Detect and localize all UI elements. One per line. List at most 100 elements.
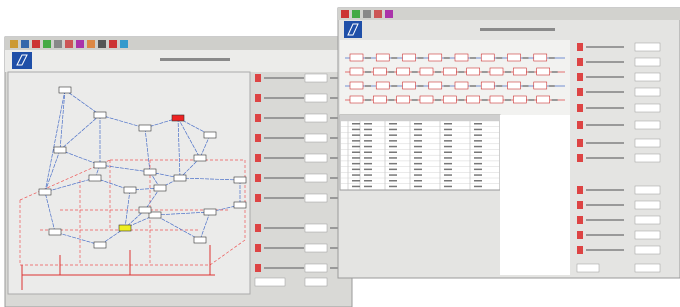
row-text-blur [264,197,304,199]
blank-area [500,115,570,275]
row-text-blur [586,189,624,191]
diagram-canvas [8,72,250,294]
toolbar-icon [32,40,40,48]
cell-text-blur [444,152,452,154]
node [234,202,246,208]
bottom-field [635,264,660,272]
row-text-blur [586,157,624,159]
row-icon [255,244,261,252]
row-text-blur [264,227,304,229]
flow-box [508,54,521,61]
node [39,189,51,195]
cell-text-blur [414,180,422,182]
row-field [305,224,327,232]
row-field [635,201,660,209]
node [89,175,101,181]
row-icon [255,194,261,202]
flow-label-blur [365,71,371,73]
flow-label-blur [418,57,424,59]
flow-label-blur [388,71,394,73]
cell-text-blur [389,180,397,182]
flow-label-blur [528,99,534,101]
cell-text-blur [352,169,360,171]
row-unit-blur [330,157,338,159]
cell-text-blur [364,163,372,165]
row-field [635,43,660,51]
cell-text-blur [444,174,452,176]
cell-text-blur [389,174,397,176]
node [54,147,66,153]
flow-label-blur [528,71,534,73]
flow-box [537,68,550,75]
row-field [635,186,660,194]
header-text-blur [160,58,230,61]
row-field [305,154,327,162]
cell-text-blur [364,140,372,142]
page: (() => { const NS='http://www.w3.org/200… [0,0,680,307]
row-text-blur [264,97,304,99]
flow-label-blur [388,99,394,101]
cell-text-blur [444,169,452,171]
flow-label-blur [523,57,529,59]
flow-box [350,54,363,61]
row-field [635,231,660,239]
row-icon [255,174,261,182]
flow-box [397,68,410,75]
toolbar-icon [65,40,73,48]
flow-label-blur [552,99,558,101]
node [204,132,216,138]
cell-text-blur [364,134,372,136]
cell-text-blur [444,140,452,142]
cell-text-blur [364,157,372,159]
cell-text-blur [352,129,360,131]
cell-text-blur [474,163,482,165]
row-icon [255,94,261,102]
left-window [5,37,352,307]
row-unit-blur [330,247,338,249]
flow-box [513,96,526,103]
row-text-blur [264,117,304,119]
row-field [635,246,660,254]
cell-text-blur [364,169,372,171]
row-unit-blur [330,137,338,139]
flow-label-blur [482,99,488,101]
flow-label-blur [482,71,488,73]
node [49,229,61,235]
node [59,87,71,93]
flow-label-blur [505,99,511,101]
cell-text-blur [414,169,422,171]
cell-text-blur [444,180,452,182]
row-icon [577,139,583,147]
row-icon [255,264,261,272]
node [204,209,216,215]
row-field [305,174,327,182]
row-text-blur [586,249,624,251]
flow-label-blur [391,57,397,59]
cell-text-blur [364,186,372,188]
row-icon [577,43,583,51]
cell-text-blur [474,140,482,142]
toolbar-icon [109,40,117,48]
row-field [305,94,327,102]
cell-text-blur [414,186,422,188]
cell-text-blur [474,169,482,171]
cell-text-blur [474,129,482,131]
row-unit-blur [330,77,338,79]
row-text-blur [586,46,624,48]
row-icon [255,154,261,162]
flow-box [455,82,468,89]
cell-text-blur [364,180,372,182]
node [172,115,184,121]
toolbar-icon [21,40,29,48]
toolbar-icon [87,40,95,48]
flow-label-blur [496,57,502,59]
cell-text-blur [414,134,422,136]
flow-box [455,54,468,61]
cell-text-blur [389,129,397,131]
flow-box [420,68,433,75]
flow-label-blur [552,71,558,73]
flow-box [429,82,442,89]
cell-text-blur [389,140,397,142]
toolbar-icon [98,40,106,48]
row-icon [577,201,583,209]
